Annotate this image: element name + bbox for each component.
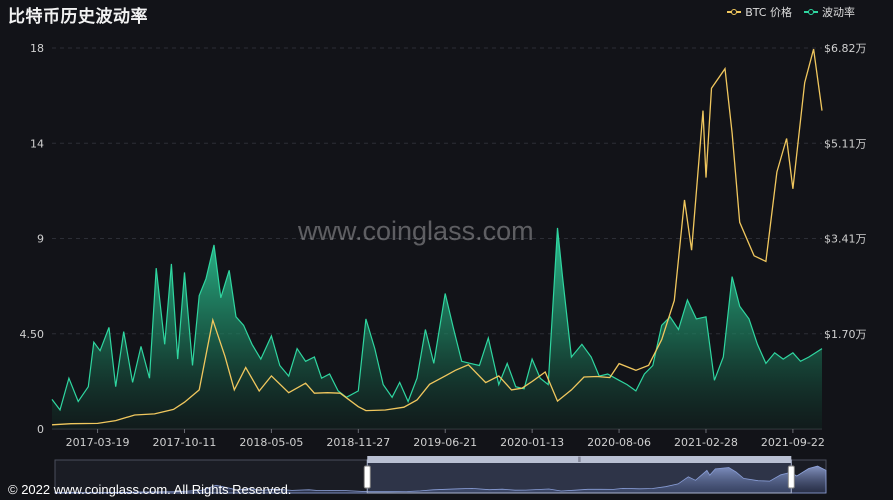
navigator-top-bar <box>367 456 792 463</box>
y-axis-right: $1.70万 $3.41万 $5.11万 $6.82万 <box>824 42 867 341</box>
x-axis: 2017-03-19 2017-10-11 2018-05-05 2018-11-27… <box>66 429 825 449</box>
navigator-window <box>366 459 792 494</box>
legend-item-price[interactable]: BTC 价格 <box>727 4 792 20</box>
y-left-tick-label: 4.50 <box>20 328 45 341</box>
navigator-right-handle <box>787 465 795 489</box>
x-tick-label: 2018-11-27 <box>326 436 390 449</box>
navigator-left-handle <box>363 465 371 489</box>
y-left-tick-label: 18 <box>30 42 44 55</box>
x-tick-label: 2018-05-05 <box>239 436 303 449</box>
y-right-tick-label: $1.70万 <box>824 328 867 341</box>
watermark: www.coinglass.com <box>298 216 534 246</box>
chart-title: 比特币历史波动率 <box>8 7 148 27</box>
y-left-tick-label: 0 <box>37 423 44 436</box>
legend-item-volatility[interactable]: 波动率 <box>804 4 855 20</box>
y-left-tick-label: 14 <box>30 137 44 150</box>
navigator-grip-icon: ⦀ <box>578 456 581 464</box>
x-tick-label: 2021-09-22 <box>761 436 825 449</box>
legend-label-volatility: 波动率 <box>822 6 855 19</box>
x-tick-label: 2017-10-11 <box>153 436 217 449</box>
y-left-tick-label: 9 <box>37 233 44 246</box>
legend: BTC 价格 波动率 <box>727 4 855 20</box>
copyright: © 2022 www.coinglass.com. All Rights Res… <box>8 482 292 497</box>
volatility-line <box>51 227 823 412</box>
x-tick-label: 2017-03-19 <box>66 436 130 449</box>
x-tick-label: 2021-02-28 <box>674 436 738 449</box>
volatility-series <box>51 227 823 429</box>
legend-marker-volatility <box>804 9 818 15</box>
y-right-tick-label: $5.11万 <box>824 137 867 150</box>
volatility-area <box>52 227 822 429</box>
legend-marker-price <box>727 9 742 15</box>
legend-label-price: BTC 价格 <box>745 6 792 19</box>
x-tick-label: 2019-06-21 <box>413 436 477 449</box>
y-right-tick-label: $6.82万 <box>824 42 867 55</box>
x-tick-label: 2020-08-06 <box>587 436 651 449</box>
y-right-tick-label: $3.41万 <box>824 233 867 246</box>
y-axis-left: 0 4.50 9 14 18 <box>20 42 45 436</box>
x-tick-label: 2020-01-13 <box>500 436 564 449</box>
